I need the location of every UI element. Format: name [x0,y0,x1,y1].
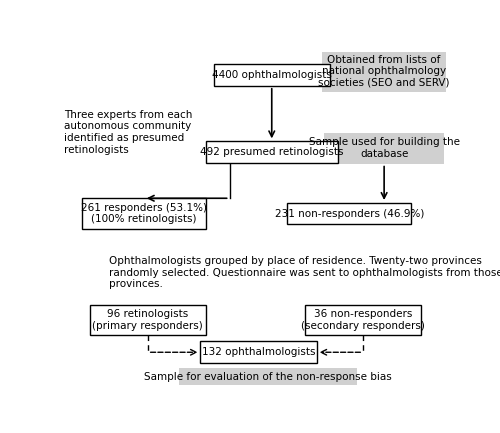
Bar [324,133,444,164]
Text: Obtained from lists of
national ophthalmology
societies (SEO and SERV): Obtained from lists of national ophthalm… [318,55,450,88]
Text: 4400 ophthalmologists: 4400 ophthalmologists [212,70,332,80]
Text: 36 non-responders
(secondary responders): 36 non-responders (secondary responders) [302,309,425,331]
Bar [287,203,411,224]
Bar [305,304,422,335]
Bar [322,50,446,92]
Bar [82,198,206,229]
Text: 492 presumed retinologists: 492 presumed retinologists [200,147,344,157]
Bar [90,304,206,335]
Bar [206,141,338,163]
Bar [179,368,357,385]
Bar [214,64,330,86]
Text: Sample used for building the
database: Sample used for building the database [308,137,460,159]
Text: Sample for evaluation of the non-response bias: Sample for evaluation of the non-respons… [144,372,392,382]
Text: 132 ophthalmologists: 132 ophthalmologists [202,347,316,357]
Bar [200,342,316,363]
Text: Three experts from each
autonomous community
identified as presumed
retinologist: Three experts from each autonomous commu… [64,110,192,155]
Text: 96 retinologists
(primary responders): 96 retinologists (primary responders) [92,309,203,331]
Text: Ophthalmologists grouped by place of residence. Twenty-two provinces
randomly se: Ophthalmologists grouped by place of res… [109,256,500,289]
Text: 261 responders (53.1%)
(100% retinologists): 261 responders (53.1%) (100% retinologis… [81,203,207,224]
Text: 231 non-responders (46.9%): 231 non-responders (46.9%) [274,209,424,219]
